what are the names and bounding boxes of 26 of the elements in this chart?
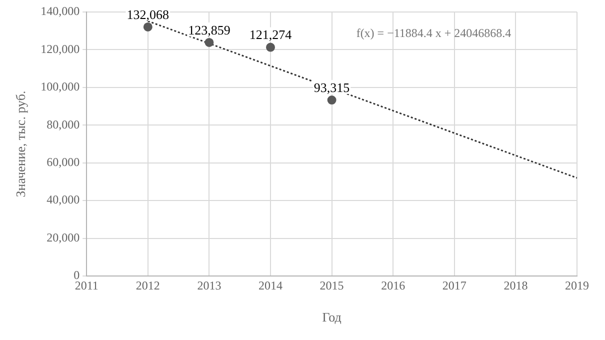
x-tick-label: 2013 [197,278,222,292]
annotation: f(x) = −11884.4 x + 24046868.4 [356,26,512,40]
y-tick-label: 20,000 [46,230,80,244]
x-tick-label: 2018 [504,278,528,292]
point [204,38,214,47]
y-tick-label: 120,000 [40,42,80,56]
x-tick-label: 2019 [565,278,589,292]
y-tick-label: 140,000 [40,4,80,18]
x-tick-label: 2012 [136,278,160,292]
data-label: 93,315 [314,80,350,95]
y-tick-label: 100,000 [40,80,80,94]
x-tick-label: 2015 [320,278,344,292]
x-tick-label: 2017 [442,278,466,292]
x-tick-label: 2014 [258,278,282,292]
y-tick-label: 80,000 [46,117,80,132]
y-tick-label: 60,000 [46,155,80,170]
y-tick-label: 40,000 [46,192,80,207]
x-axis-title: Год [322,310,342,325]
point [327,96,336,105]
data-label: 123,859 [188,22,230,38]
x-tick-label: 2016 [381,278,406,292]
data-label: 132,068 [126,6,170,22]
data-label: 121,274 [249,27,292,42]
y-axis-title: Значение, тыс. руб. [13,90,28,198]
point [266,42,275,52]
point [143,22,152,32]
